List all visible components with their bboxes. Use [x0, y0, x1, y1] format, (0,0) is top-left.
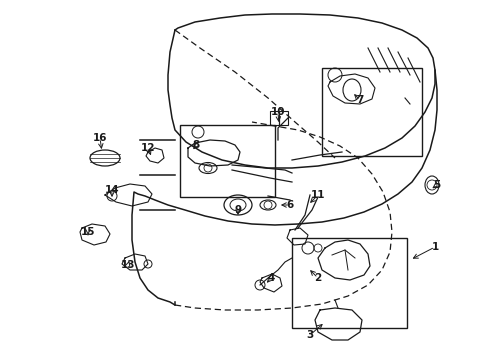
- Bar: [270, 111, 288, 125]
- Text: 14: 14: [105, 185, 119, 195]
- Text: 1: 1: [431, 242, 439, 252]
- Text: 5: 5: [433, 180, 441, 190]
- Text: 12: 12: [141, 143, 155, 153]
- Text: 4: 4: [268, 273, 275, 283]
- Text: 16: 16: [93, 133, 107, 143]
- Text: 6: 6: [286, 200, 294, 210]
- Text: 13: 13: [121, 260, 135, 270]
- Text: 7: 7: [356, 95, 364, 105]
- Bar: [322, 68, 422, 156]
- Text: 3: 3: [306, 330, 314, 340]
- Text: 9: 9: [234, 205, 242, 215]
- Text: 10: 10: [271, 107, 285, 117]
- Text: 11: 11: [311, 190, 325, 200]
- Bar: [180, 125, 275, 197]
- Text: 2: 2: [315, 273, 321, 283]
- Bar: [292, 238, 407, 328]
- Text: 15: 15: [81, 227, 95, 237]
- Text: 8: 8: [193, 140, 199, 150]
